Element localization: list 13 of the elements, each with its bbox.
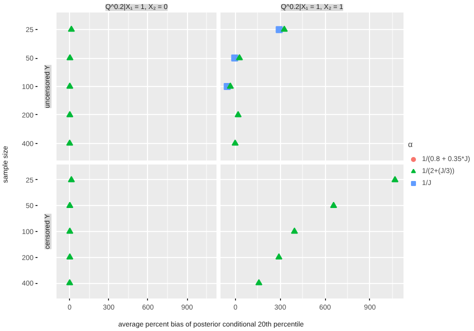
point	[280, 26, 288, 32]
point	[231, 54, 238, 62]
point	[236, 54, 243, 60]
point	[330, 202, 338, 208]
point	[255, 279, 262, 286]
legend-title: α	[408, 140, 414, 149]
point	[276, 26, 283, 34]
point	[290, 228, 298, 234]
point	[275, 253, 282, 260]
point	[226, 82, 234, 89]
point	[391, 176, 398, 182]
point	[232, 139, 239, 146]
point	[234, 110, 242, 118]
